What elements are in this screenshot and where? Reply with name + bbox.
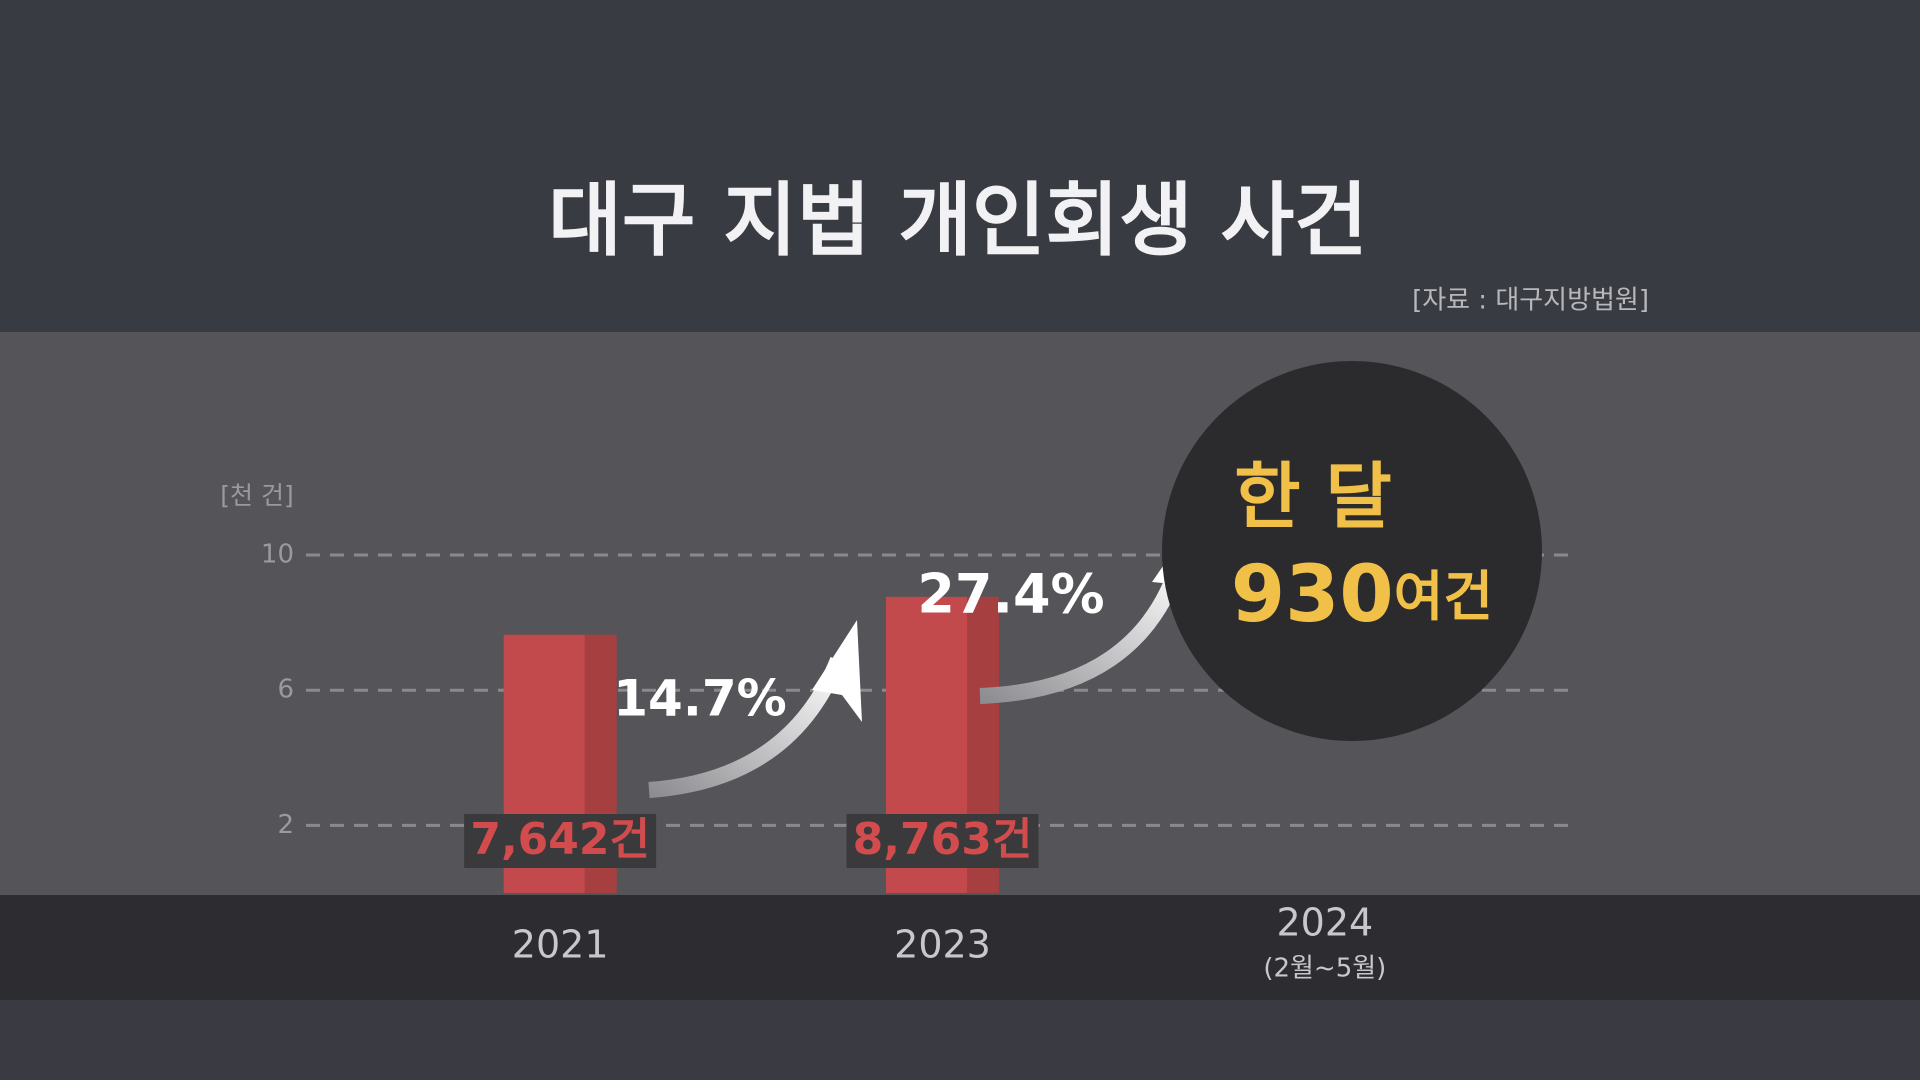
header-bg	[0, 0, 1920, 332]
x-tick-sublabel: (2월~5월)	[1263, 954, 1386, 984]
y-tick-label: 2	[277, 810, 294, 840]
y-axis-unit: [천 건]	[220, 481, 293, 510]
callout-circle	[1162, 361, 1542, 741]
value-label-bg	[846, 814, 1039, 868]
x-tick-label: 2023	[894, 923, 991, 967]
callout-unit: 여건	[1394, 565, 1493, 628]
footer-bg	[0, 1000, 1920, 1080]
value-label: 8,763건	[853, 814, 1033, 865]
arrow-head	[812, 620, 862, 722]
growth-label: 14.7%	[613, 670, 786, 728]
x-tick-label: 2024	[1276, 901, 1373, 945]
x-tick-label: 2021	[512, 923, 609, 967]
chart-title: 대구 지법 개인회생 사건	[548, 174, 1368, 267]
source: [자료 : 대구지방법원]	[1412, 286, 1649, 316]
axis-band	[0, 895, 1920, 1000]
callout-value: 930여건	[1231, 550, 1493, 640]
growth-label: 27.4%	[917, 563, 1104, 626]
bars: 7,642건 8,763건	[464, 596, 1039, 893]
labels: 2021 2023 2024 (2월~5월)	[512, 901, 1387, 984]
y-tick-label: 10	[261, 540, 294, 570]
callout-title: 한 달	[1234, 455, 1392, 539]
value-label-bg	[464, 814, 657, 868]
y-tick-label: 6	[277, 675, 294, 705]
value-label: 7,642건	[470, 814, 650, 865]
callout-number: 930	[1231, 550, 1394, 640]
